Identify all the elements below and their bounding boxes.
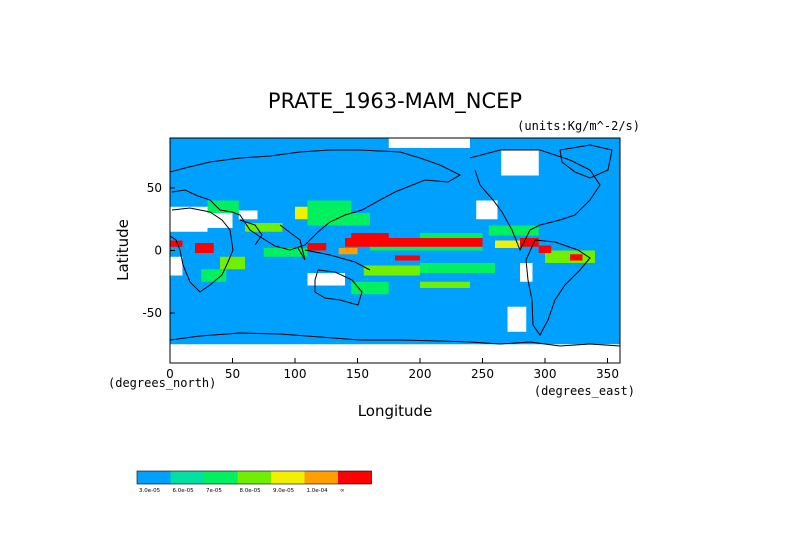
rain-region xyxy=(395,255,420,261)
x-tick-label: 150 xyxy=(346,367,369,381)
y-axis-ticks: -50 0 50 xyxy=(142,181,175,320)
dry-region xyxy=(476,200,498,220)
rain-region xyxy=(345,238,483,247)
dry-region xyxy=(238,210,258,220)
dry-region xyxy=(170,344,620,363)
coastline-overlay xyxy=(169,144,621,347)
colorbar-label: 3.0e-05 xyxy=(139,488,161,494)
rain-region xyxy=(170,240,183,247)
rain-region xyxy=(538,245,552,253)
dry-region xyxy=(501,150,539,176)
rain-region xyxy=(495,240,520,248)
rain-region xyxy=(307,200,352,213)
rain-region xyxy=(220,256,245,270)
colorbar-label: 9.0e-05 xyxy=(273,488,295,494)
colorbar-swatch xyxy=(338,471,372,484)
y-axis-label: Latitude xyxy=(114,219,132,281)
chart-title: PRATE_1963-MAM_NCEP xyxy=(268,89,522,114)
rain-region xyxy=(195,243,214,253)
rain-region xyxy=(420,281,470,288)
colorbar-legend: 3.0e-05 6.0e-05 7e-05 8.0e-05 9.0e-05 1.0e-04… xyxy=(136,470,372,494)
rain-region xyxy=(363,265,420,276)
y-tick-label: 50 xyxy=(147,181,162,195)
rain-region xyxy=(520,238,539,247)
rain-region xyxy=(488,225,539,236)
dry-region xyxy=(170,256,183,276)
rain-region xyxy=(245,223,283,232)
rain-region xyxy=(307,213,370,226)
x-unit-note: (degrees_east) xyxy=(534,384,635,398)
x-tick-label: 0 xyxy=(166,367,174,381)
colorbar-swatch xyxy=(304,471,338,484)
colorbar-label: 6.0e-05 xyxy=(173,488,195,494)
rain-region xyxy=(207,200,239,213)
colorbar-swatch xyxy=(170,471,204,484)
dry-region xyxy=(507,306,527,332)
rain-region xyxy=(351,233,389,241)
x-axis-ticks: 0 50 100 150 200 250 300 350 xyxy=(166,358,619,381)
colorbar-swatch xyxy=(237,471,271,484)
y-tick-label: -50 xyxy=(142,306,162,320)
dry-region xyxy=(195,213,233,228)
colorbar-label: ∞ xyxy=(340,488,345,494)
dry-region xyxy=(388,138,470,148)
x-tick-label: 50 xyxy=(225,367,240,381)
x-axis-label: Longitude xyxy=(358,402,433,420)
rain-region xyxy=(201,269,227,282)
precipitation-field xyxy=(170,138,620,363)
rain-region xyxy=(351,281,389,295)
x-tick-label: 100 xyxy=(284,367,307,381)
x-tick-label: 200 xyxy=(409,367,432,381)
rain-region xyxy=(420,233,483,238)
rain-region xyxy=(338,248,358,255)
dry-region xyxy=(307,273,345,286)
rain-region xyxy=(570,254,583,261)
colorbar-swatch xyxy=(204,471,238,484)
dry-region xyxy=(520,263,533,282)
rain-region xyxy=(420,263,495,273)
y-unit-note: (degrees_north) xyxy=(108,376,216,390)
rain-region xyxy=(307,243,327,251)
y-tick-label: 0 xyxy=(154,244,162,258)
colorbar-label: 7e-05 xyxy=(206,488,222,494)
rain-region xyxy=(295,206,308,220)
x-tick-label: 300 xyxy=(534,367,557,381)
colorbar-label: 1.0e-04 xyxy=(307,488,329,494)
rain-region xyxy=(370,246,483,251)
units-label: (units:Kg/m^-2/s) xyxy=(517,119,640,133)
x-tick-label: 250 xyxy=(471,367,494,381)
colorbar-label: 8.0e-05 xyxy=(240,488,262,494)
colorbar-swatch xyxy=(137,471,171,484)
rain-region xyxy=(263,248,308,257)
x-tick-label: 350 xyxy=(596,367,619,381)
colorbar-swatch xyxy=(271,471,305,484)
